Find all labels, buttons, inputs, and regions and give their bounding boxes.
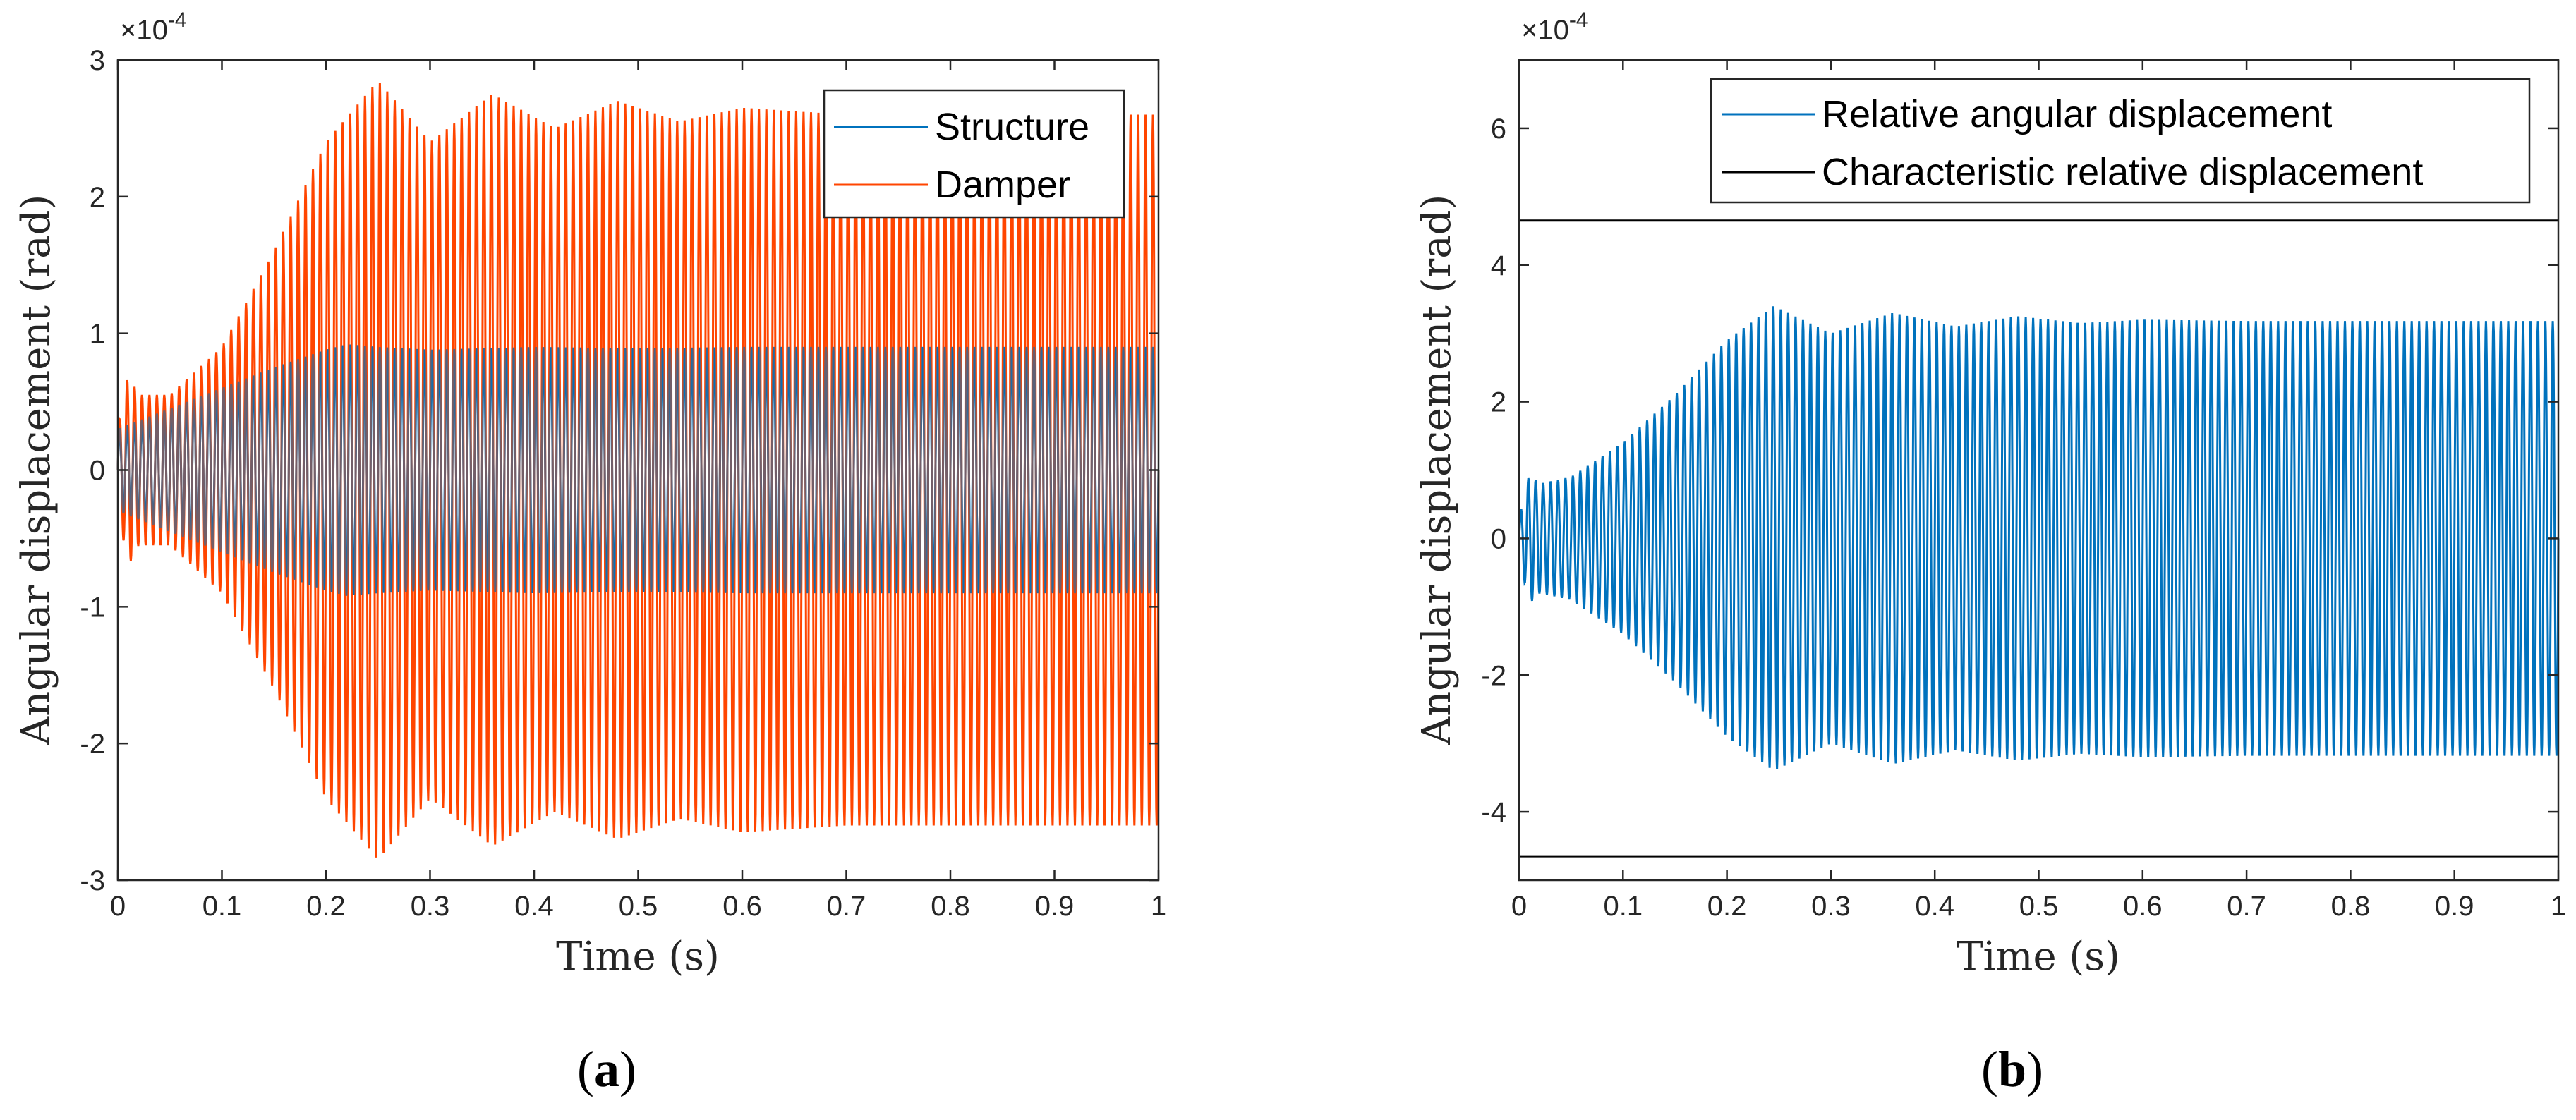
panel-b-x-tick-label: 0.9: [2435, 891, 2474, 922]
panel-a-x-tick-label: 0: [110, 891, 126, 922]
panel-a: 0 0.1 0.2 0.3 0.4 0.5 0.6 0.7 0.8 0.9 1-3-2-10123 …: [13, 8, 1166, 1097]
panel-b-x-tick-label: 0.6: [2123, 891, 2163, 922]
panel-a-x-axis-label: Time (s): [556, 934, 720, 980]
panel-a-tag-letter: a: [594, 1041, 619, 1097]
panel-a-y-tick-label: -3: [80, 865, 105, 896]
panel-a-y-axis-label: Angular displacement (rad): [13, 195, 59, 746]
panel-b-x-tick-label: 0.4: [1915, 891, 1954, 922]
panel-b-x-tick-label: 0.2: [1707, 891, 1747, 922]
panel-b-y-tick-label: 2: [1491, 387, 1506, 418]
panel-b-y-axis-label: Angular displacement (rad): [1414, 195, 1460, 746]
panel-b-y-multiplier: ×10-4: [1521, 8, 1588, 46]
panel-b-legend-characteristic-label: Characteristic relative displacement: [1822, 151, 2423, 193]
panel-b: 0 0.1 0.2 0.3 0.4 0.5 0.6 0.7 0.8 0.9 1 -4 -2 0 2 4 6 ×1…: [1414, 8, 2566, 1097]
panel-a-x-tick-label: 0.5: [619, 891, 658, 922]
panel-b-x-tick-label: 0.7: [2227, 891, 2266, 922]
panel-a-x-tick-label: 0.3: [411, 891, 450, 922]
panel-b-series-group: [1518, 219, 2560, 858]
panel-a-ticks: 0 0.1 0.2 0.3 0.4 0.5 0.6 0.7 0.8 0.9 1 -3 -2 -1 0 1 2 3: [80, 45, 1166, 922]
panel-a-legend: Structure Damper: [823, 89, 1125, 219]
panel-b-y-tick-label: 4: [1491, 250, 1506, 281]
panel-b-x-tick-label: 0.5: [2019, 891, 2059, 922]
panel-b-x-tick-label: 0.3: [1811, 891, 1851, 922]
panel-a-legend-box: [823, 89, 1125, 219]
panel-b-x-tick-label: 0.1: [1603, 891, 1643, 922]
panel-b-x-tick-label: 0.8: [2331, 891, 2371, 922]
panel-b-y-tick-label: -2: [1481, 660, 1506, 691]
panel-a-x-tick-label: 0.4: [514, 891, 554, 922]
panel-a-legend-structure-label: Structure: [935, 106, 1089, 148]
panel-a-x-tick-label: 0.6: [722, 891, 762, 922]
panel-a-legend-damper-label: Damper: [935, 164, 1070, 206]
panel-b-y-tick-label: -4: [1481, 797, 1506, 828]
panel-b-x-tick-label: 1: [2551, 891, 2566, 922]
panel-b-legend-box: [1710, 78, 2531, 204]
panel-a-x-tick-label: 1: [1151, 891, 1166, 922]
panel-a-x-tick-label: 0.9: [1035, 891, 1075, 922]
panel-a-x-tick-label: 0.1: [202, 891, 242, 922]
panel-a-series-structure-overlay: [116, 344, 1160, 596]
panel-a-y-tick-label: 0: [90, 456, 105, 487]
panel-b-ticks: 0 0.1 0.2 0.3 0.4 0.5 0.6 0.7 0.8 0.9 1 -4 -2 0 2 4 6: [1481, 60, 2566, 922]
panel-a-y-tick-label: -2: [80, 729, 105, 760]
panel-a-x-tick-label: 0.8: [931, 891, 970, 922]
panel-b-y-tick-label: 0: [1491, 523, 1506, 554]
panel-a-y-multiplier: ×10-4: [120, 8, 187, 46]
panel-a-series-group: [116, 83, 1160, 858]
panel-a-y-tick-label: 3: [90, 45, 105, 76]
panel-a-y-tick-label: 2: [90, 182, 105, 213]
panel-a-tag: (a): [577, 1041, 636, 1097]
panel-a-x-tick-label: 0.2: [306, 891, 346, 922]
panel-b-tag-letter: b: [1998, 1041, 2026, 1097]
panel-a-x-tick-label: 0.7: [827, 891, 866, 922]
panel-b-y-tick-label: 6: [1491, 114, 1506, 145]
panel-b-x-tick-label: 0: [1511, 891, 1527, 922]
panel-b-tag: (b): [1981, 1041, 2043, 1097]
panel-b-legend-relative-label: Relative angular displacement: [1822, 93, 2332, 135]
panel-b-x-axis-label: Time (s): [1957, 934, 2120, 980]
panel-a-y-tick-label: -1: [80, 592, 105, 623]
panel-a-y-tick-label: 1: [90, 319, 105, 350]
panel-b-legend: Relative angular displacement Characteri…: [1710, 78, 2531, 204]
panel-b-series-relative-angular-line: [1518, 306, 2560, 769]
